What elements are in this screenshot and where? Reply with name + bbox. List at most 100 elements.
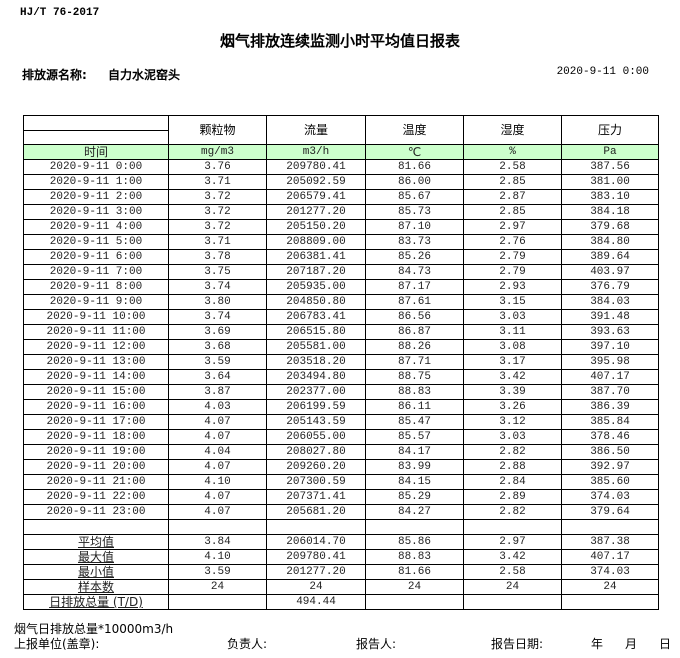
time-cell: 2020-9-11 5:00 xyxy=(23,234,169,250)
value-cell: 85.67 xyxy=(365,189,464,205)
value-cell: 205581.00 xyxy=(266,339,366,355)
value-cell: 3.59 xyxy=(168,354,267,370)
value-cell: 86.00 xyxy=(365,174,464,190)
time-cell: 2020-9-11 15:00 xyxy=(23,384,169,400)
month-label: 月 xyxy=(625,637,638,651)
value-cell: 387.70 xyxy=(561,384,659,400)
value-cell: 3.17 xyxy=(463,354,562,370)
value-cell: 88.75 xyxy=(365,369,464,385)
value-cell: 3.03 xyxy=(463,429,562,445)
value-cell: 3.03 xyxy=(463,309,562,325)
value-cell: 3.42 xyxy=(463,549,562,565)
value-cell: 24 xyxy=(168,579,267,595)
table-row: 2020-9-11 15:00 3.87 202377.00 88.83 3.39 387… xyxy=(23,384,659,400)
value-cell: 85.47 xyxy=(365,414,464,430)
reporting-unit-label: 上报单位(盖章): xyxy=(14,637,100,651)
value-cell: 3.15 xyxy=(463,294,562,310)
value-cell: 403.97 xyxy=(561,264,659,280)
table-row: 2020-9-11 7:00 3.75 207187.20 84.73 2.79 403.… xyxy=(23,264,659,280)
table-row: 2020-9-11 0:00 3.76 209780.41 81.66 2.58 387.… xyxy=(23,159,659,175)
unit-cell: ℃ xyxy=(365,144,464,160)
value-cell: 407.17 xyxy=(561,549,659,565)
value-cell: 384.03 xyxy=(561,294,659,310)
value-cell: 3.71 xyxy=(168,234,267,250)
value-cell: 374.03 xyxy=(561,564,659,580)
unit-row: 时间 mg/m3 m3/h ℃ % Pa xyxy=(23,144,659,160)
value-cell: 2.79 xyxy=(463,249,562,265)
value-cell: 204850.80 xyxy=(266,294,366,310)
column-header: 温度 xyxy=(365,115,464,145)
page-title: 烟气排放连续监测小时平均值日报表 xyxy=(219,32,460,50)
table-row: 2020-9-11 19:00 4.04 208027.80 84.17 2.82 386… xyxy=(23,444,659,460)
value-cell: 379.68 xyxy=(561,219,659,235)
value-cell: 3.84 xyxy=(168,534,267,550)
value-cell: 4.10 xyxy=(168,474,267,490)
table-row: 2020-9-11 18:00 4.07 206055.00 85.57 3.03 378… xyxy=(23,429,659,445)
value-cell: 201277.20 xyxy=(266,564,366,580)
standard-code: HJ/T 76-2017 xyxy=(20,7,100,19)
value-cell xyxy=(168,519,267,535)
value-cell: 3.74 xyxy=(168,309,267,325)
value-cell: 203518.20 xyxy=(266,354,366,370)
value-cell: 397.10 xyxy=(561,339,659,355)
value-cell: 3.72 xyxy=(168,219,267,235)
table-row: 2020-9-11 10:00 3.74 206783.41 86.56 3.03 391… xyxy=(23,309,659,325)
value-cell: 4.07 xyxy=(168,429,267,445)
value-cell: 81.66 xyxy=(365,564,464,580)
value-cell: 374.03 xyxy=(561,489,659,505)
value-cell: 205092.59 xyxy=(266,174,366,190)
value-cell: 389.64 xyxy=(561,249,659,265)
value-cell: 384.18 xyxy=(561,204,659,220)
value-cell: 84.73 xyxy=(365,264,464,280)
value-cell: 209260.20 xyxy=(266,459,366,475)
table-row: 2020-9-11 12:00 3.68 205581.00 88.26 3.08 397… xyxy=(23,339,659,355)
time-cell: 2020-9-11 13:00 xyxy=(23,354,169,370)
value-cell: 3.69 xyxy=(168,324,267,340)
stat-row: 最小值 3.59 201277.20 81.66 2.58 374.03 xyxy=(23,564,659,580)
footer-note: 烟气日排放总量*10000m3/h xyxy=(14,622,174,636)
value-cell: 84.27 xyxy=(365,504,464,520)
value-cell: 24 xyxy=(365,579,464,595)
value-cell: 208809.00 xyxy=(266,234,366,250)
value-cell: 2.82 xyxy=(463,444,562,460)
value-cell: 206055.00 xyxy=(266,429,366,445)
table-row: 2020-9-11 5:00 3.71 208809.00 83.73 2.76 384.… xyxy=(23,234,659,250)
table-row: 2020-9-11 14:00 3.64 203494.80 88.75 3.42 407… xyxy=(23,369,659,385)
table-row: 2020-9-11 16:00 4.03 206199.59 86.11 3.26 386… xyxy=(23,399,659,415)
time-cell: 2020-9-11 1:00 xyxy=(23,174,169,190)
time-cell: 2020-9-11 14:00 xyxy=(23,369,169,385)
time-header: 时间 xyxy=(23,144,169,160)
time-cell: 2020-9-11 4:00 xyxy=(23,219,169,235)
source-name: 自力水泥窑头 xyxy=(108,68,181,82)
column-header: 流量 xyxy=(266,115,366,145)
value-cell: 2.93 xyxy=(463,279,562,295)
value-cell: 392.97 xyxy=(561,459,659,475)
table-row: 2020-9-11 6:00 3.78 206381.41 85.26 2.79 389.… xyxy=(23,249,659,265)
value-cell: 3.68 xyxy=(168,339,267,355)
column-header: 湿度 xyxy=(463,115,562,145)
value-cell: 4.07 xyxy=(168,489,267,505)
value-cell: 2.87 xyxy=(463,189,562,205)
value-cell xyxy=(463,519,562,535)
value-cell xyxy=(365,519,464,535)
table-row: 2020-9-11 4:00 3.72 205150.20 87.10 2.97 379.… xyxy=(23,219,659,235)
time-cell: 2020-9-11 21:00 xyxy=(23,474,169,490)
value-cell: 386.50 xyxy=(561,444,659,460)
value-cell: 387.56 xyxy=(561,159,659,175)
value-cell: 2.97 xyxy=(463,219,562,235)
value-cell xyxy=(561,519,659,535)
value-cell: 208027.80 xyxy=(266,444,366,460)
value-cell: 83.73 xyxy=(365,234,464,250)
value-cell: 3.72 xyxy=(168,189,267,205)
value-cell: 4.07 xyxy=(168,504,267,520)
value-cell: 4.03 xyxy=(168,399,267,415)
value-cell: 2.58 xyxy=(463,564,562,580)
value-cell: 2.85 xyxy=(463,204,562,220)
unit-cell: Pa xyxy=(561,144,659,160)
stat-row: 样本数 24 24 24 24 24 xyxy=(23,579,659,595)
value-cell: 83.99 xyxy=(365,459,464,475)
value-cell: 3.78 xyxy=(168,249,267,265)
table-row: 2020-9-11 22:00 4.07 207371.41 85.29 2.89 374… xyxy=(23,489,659,505)
value-cell: 84.17 xyxy=(365,444,464,460)
value-cell: 81.66 xyxy=(365,159,464,175)
